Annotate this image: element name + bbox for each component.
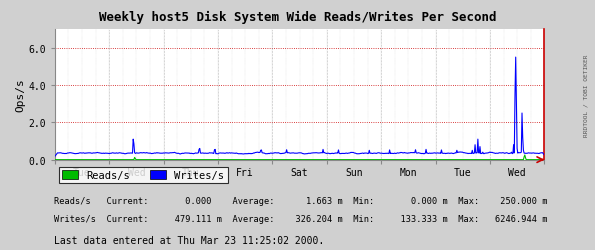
Text: Reads/s   Current:       0.000    Average:      1.663 m  Min:       0.000 m  Max: Reads/s Current: 0.000 Average: 1.663 m … xyxy=(54,196,547,205)
Legend: Reads/s, Writes/s: Reads/s, Writes/s xyxy=(59,168,227,184)
Text: Weekly host5 Disk System Wide Reads/Writes Per Second: Weekly host5 Disk System Wide Reads/Writ… xyxy=(99,11,496,24)
Text: Last data entered at Thu Mar 23 11:25:02 2000.: Last data entered at Thu Mar 23 11:25:02… xyxy=(54,235,324,245)
Text: Writes/s  Current:     479.111 m  Average:    326.204 m  Min:     133.333 m  Max: Writes/s Current: 479.111 m Average: 326… xyxy=(54,214,547,223)
Y-axis label: Ops/s: Ops/s xyxy=(15,78,26,112)
Text: RRDTOOL / TOBI OETIKER: RRDTOOL / TOBI OETIKER xyxy=(584,54,588,136)
